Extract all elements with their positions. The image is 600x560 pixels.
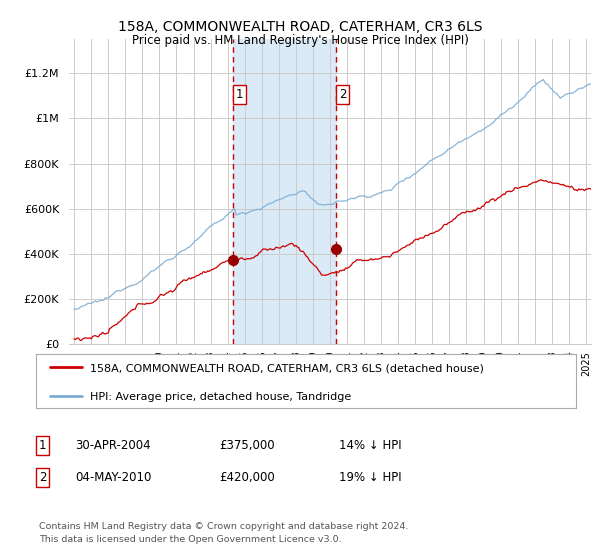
Text: 04-MAY-2010: 04-MAY-2010	[75, 470, 151, 484]
Text: £420,000: £420,000	[219, 470, 275, 484]
Text: 19% ↓ HPI: 19% ↓ HPI	[339, 470, 401, 484]
Text: 30-APR-2004: 30-APR-2004	[75, 438, 151, 452]
Bar	[233, 39, 337, 344]
Text: 14% ↓ HPI: 14% ↓ HPI	[339, 438, 401, 452]
Text: 2: 2	[339, 87, 346, 101]
Text: 1: 1	[236, 87, 244, 101]
Text: 158A, COMMONWEALTH ROAD, CATERHAM, CR3 6LS: 158A, COMMONWEALTH ROAD, CATERHAM, CR3 6…	[118, 20, 482, 34]
Text: HPI: Average price, detached house, Tandridge: HPI: Average price, detached house, Tand…	[90, 392, 351, 402]
Text: Contains HM Land Registry data © Crown copyright and database right 2024.
This d: Contains HM Land Registry data © Crown c…	[39, 522, 409, 544]
Text: Price paid vs. HM Land Registry's House Price Index (HPI): Price paid vs. HM Land Registry's House …	[131, 34, 469, 46]
Text: 158A, COMMONWEALTH ROAD, CATERHAM, CR3 6LS (detached house): 158A, COMMONWEALTH ROAD, CATERHAM, CR3 6…	[90, 364, 484, 374]
Text: 2: 2	[39, 470, 47, 484]
Text: 1: 1	[39, 438, 47, 452]
Text: £375,000: £375,000	[219, 438, 275, 452]
